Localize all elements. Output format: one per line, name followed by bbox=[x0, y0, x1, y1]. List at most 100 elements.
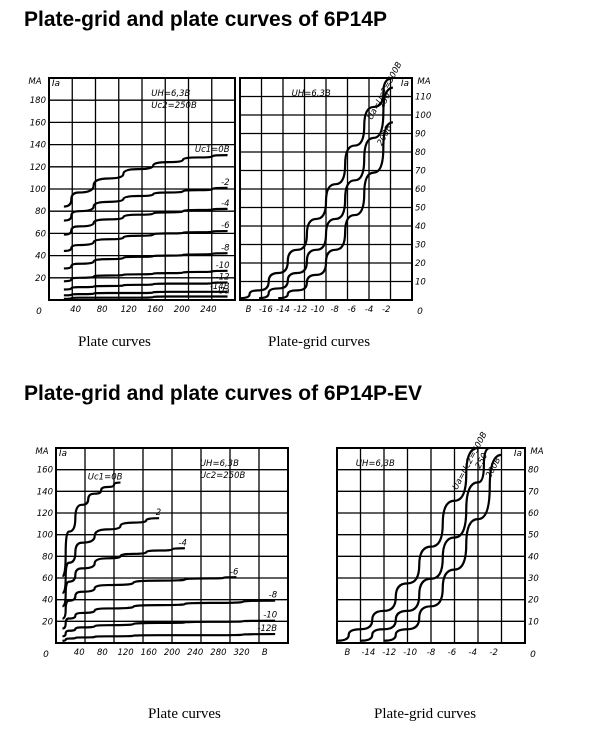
series-label: -4 bbox=[221, 199, 229, 209]
x-tick-label: -12 bbox=[382, 648, 396, 658]
y-tick-label: 20 bbox=[42, 617, 53, 627]
chart-annotation: UH=6,3B bbox=[292, 89, 331, 99]
y-tick-label: 100 bbox=[30, 185, 46, 195]
series-curve bbox=[62, 576, 237, 620]
series-label: Uc1=0B bbox=[88, 473, 123, 483]
y-tick-label: 20 bbox=[528, 596, 539, 606]
x-tick-label: -6 bbox=[348, 305, 357, 315]
chart-annotation: UH=6,3B bbox=[151, 89, 190, 99]
series-label: 200B bbox=[376, 123, 395, 147]
series-curve bbox=[63, 295, 228, 300]
series-curve bbox=[63, 207, 228, 236]
y-tick-label: 60 bbox=[528, 509, 539, 519]
y-tick-label: 100 bbox=[37, 531, 53, 541]
series-curve bbox=[336, 446, 479, 642]
x-zero-label: 0 bbox=[417, 307, 423, 317]
section-title-6p14p: Plate-grid and plate curves of 6P14P bbox=[24, 8, 387, 31]
series-label: -6 bbox=[221, 221, 230, 231]
y-tick-label: 100 bbox=[415, 111, 431, 121]
y-unit-label: MA bbox=[417, 77, 430, 87]
x-zero-label: 0 bbox=[36, 307, 42, 317]
series-label: -10 bbox=[263, 611, 277, 621]
x-tick-label: -2 bbox=[489, 648, 497, 658]
series-label: -4 bbox=[178, 538, 186, 548]
y-tick-label: 110 bbox=[415, 93, 431, 103]
series-curve bbox=[62, 517, 160, 594]
series-label: -12 bbox=[216, 272, 230, 282]
y-tick-label: 10 bbox=[415, 278, 426, 288]
x-tick-label: -16 bbox=[259, 305, 273, 315]
series-curve bbox=[63, 252, 228, 270]
x-tick-label: -10 bbox=[310, 305, 324, 315]
y-axis-label: Ia bbox=[401, 79, 409, 89]
y-tick-label: 10 bbox=[528, 617, 539, 627]
series-curve bbox=[63, 269, 228, 283]
y-axis-label: Ia bbox=[52, 79, 60, 89]
y-axis-label: Ia bbox=[59, 449, 67, 459]
series-curve bbox=[259, 86, 394, 300]
series-curve bbox=[63, 229, 228, 253]
series-curve bbox=[360, 446, 490, 642]
x-tick-label: 80 bbox=[97, 648, 108, 658]
y-tick-label: 40 bbox=[415, 222, 426, 232]
y-tick-label: 80 bbox=[415, 148, 426, 158]
series-label: -2 bbox=[153, 508, 161, 518]
x-tick-label: -8 bbox=[330, 305, 339, 315]
chart-annotation: UH=6,3B bbox=[356, 459, 395, 469]
caption-plate-curves-bottom: Plate curves bbox=[148, 706, 221, 722]
y-tick-label: 80 bbox=[42, 552, 53, 562]
series-label: -10 bbox=[216, 261, 230, 271]
series-label: -8 bbox=[221, 243, 230, 253]
y-tick-label: 120 bbox=[37, 509, 53, 519]
chart-6p14p-plate-grid-curves: 10 20 30 40 50 60 70 80 90 100 110 MA Ia B -16 -14 -12 -1… bbox=[239, 60, 431, 317]
x-tick-label: -14 bbox=[276, 305, 290, 315]
series-label: Ua bbox=[218, 286, 229, 296]
chart-6p14p-ev-plate-curves: 20 40 60 80 100 120 140 160 MA Ia 40 80 120 160 200 240… bbox=[35, 447, 289, 660]
x-tick-label: 200 bbox=[164, 648, 180, 658]
x-tick-label: -2 bbox=[382, 305, 390, 315]
x-tick-label: 120 bbox=[121, 305, 137, 315]
y-tick-label: 120 bbox=[30, 163, 46, 173]
y-tick-label: 180 bbox=[30, 96, 46, 106]
series-curve bbox=[61, 481, 121, 578]
chart-6p14p-plate-curves: 20 40 60 80 100 120 140 160 180 MA Ia 40 80 120 160 200… bbox=[28, 77, 236, 317]
x-tick-label: 80 bbox=[97, 305, 108, 315]
y-tick-label: 160 bbox=[30, 118, 46, 128]
x-tick-label: -4 bbox=[365, 305, 373, 315]
x-tick-label: 160 bbox=[141, 648, 157, 658]
y-tick-label: 80 bbox=[35, 207, 46, 217]
x-tick-label: 200 bbox=[174, 305, 190, 315]
series-curve bbox=[63, 154, 228, 208]
y-unit-label: MA bbox=[35, 447, 48, 457]
y-tick-label: 40 bbox=[528, 552, 539, 562]
series-label: -8 bbox=[269, 591, 278, 601]
y-tick-label: 20 bbox=[35, 274, 46, 284]
x-tick-label: 40 bbox=[70, 305, 81, 315]
y-tick-label: 60 bbox=[42, 574, 53, 584]
y-axis-label: Ia bbox=[514, 449, 522, 459]
x-tick-label: 240 bbox=[187, 648, 203, 658]
x-tick-label: -8 bbox=[427, 648, 436, 658]
x-tick-label: 280 bbox=[210, 648, 226, 658]
chart-annotation: Uc2=250B bbox=[200, 471, 246, 481]
y-tick-label: 30 bbox=[528, 574, 539, 584]
series-label: Uc1=0B bbox=[195, 145, 230, 155]
x-tick-label: -4 bbox=[469, 648, 477, 658]
series-curve bbox=[63, 281, 228, 291]
series-label: -14B bbox=[210, 282, 230, 292]
x-tick-label: 160 bbox=[147, 305, 163, 315]
chart-annotation: Uc2=250B bbox=[151, 101, 197, 111]
x-tick-label: B bbox=[345, 648, 351, 658]
y-tick-label: 50 bbox=[528, 531, 539, 541]
y-tick-label: 60 bbox=[35, 229, 46, 239]
x-zero-label: 0 bbox=[530, 650, 536, 660]
x-tick-label: -14 bbox=[361, 648, 375, 658]
series-curve bbox=[63, 186, 228, 222]
x-tick-label: -6 bbox=[448, 648, 457, 658]
y-tick-label: 20 bbox=[415, 259, 426, 269]
y-tick-label: 40 bbox=[42, 596, 53, 606]
y-tick-label: 50 bbox=[415, 204, 426, 214]
x-tick-label: 40 bbox=[74, 648, 85, 658]
y-tick-label: 140 bbox=[37, 487, 53, 497]
chart-annotation: UH=6,3B bbox=[200, 459, 239, 469]
